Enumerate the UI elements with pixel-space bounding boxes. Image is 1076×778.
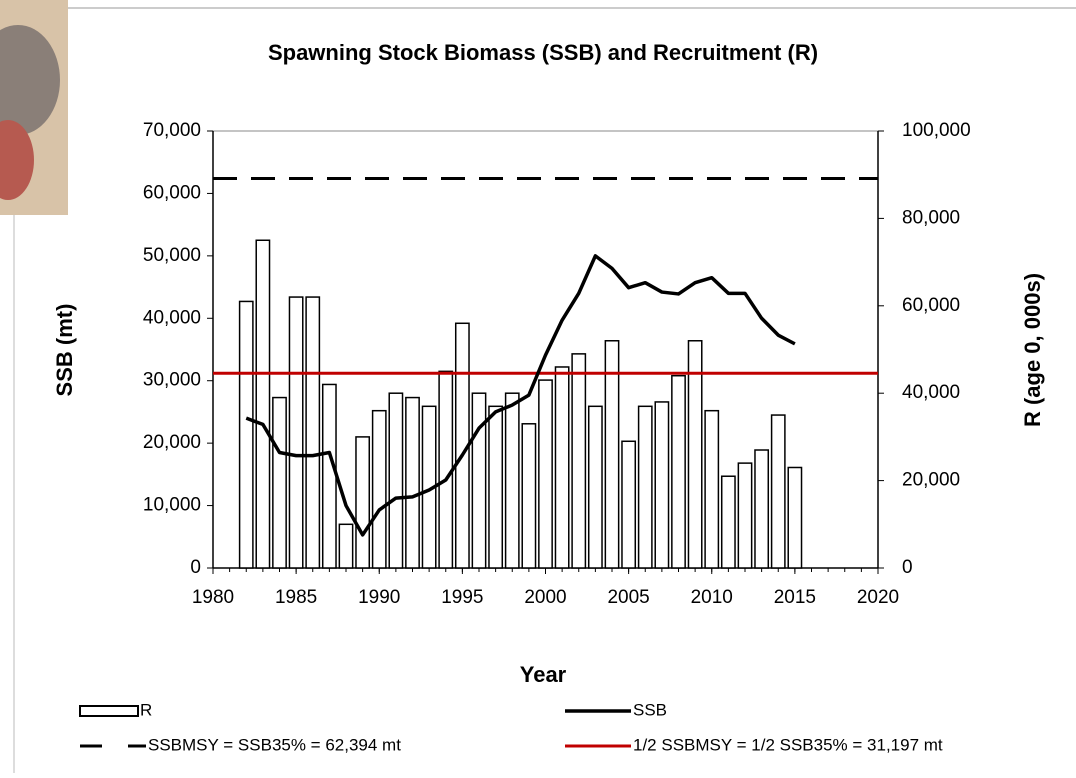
legend-label: 1/2 SSBMSY = 1/2 SSB35% = 31,197 mt <box>633 735 943 754</box>
bar <box>589 406 602 568</box>
bar <box>306 297 319 568</box>
bar <box>472 393 485 568</box>
bar <box>555 367 568 568</box>
y2-tick-label: 0 <box>902 557 913 578</box>
legend-label: SSB <box>633 700 667 719</box>
y2-tick-label: 20,000 <box>902 470 960 491</box>
bar <box>705 411 718 568</box>
bar <box>522 424 535 568</box>
bar <box>240 301 253 568</box>
bar <box>256 240 269 568</box>
chart: Spawning Stock Biomass (SSB) and Recruit… <box>0 0 1076 773</box>
y-tick-label: 40,000 <box>143 307 201 328</box>
x-tick-label: 2015 <box>774 587 816 608</box>
y2-axis-title: R (age 0, 000s) <box>1020 273 1045 427</box>
x-tick-label: 2020 <box>857 587 899 608</box>
bar <box>722 476 735 568</box>
x-tick-label: 1985 <box>275 587 317 608</box>
bar <box>672 376 685 568</box>
bar <box>738 463 751 568</box>
y-tick-label: 20,000 <box>143 432 201 453</box>
y-axis-title: SSB (mt) <box>52 304 77 397</box>
bar <box>655 402 668 568</box>
bar <box>788 467 801 568</box>
x-tick-label: 2010 <box>691 587 733 608</box>
bar <box>572 354 585 568</box>
y-tick-label: 50,000 <box>143 245 201 266</box>
bar <box>439 371 452 568</box>
bar <box>273 398 286 568</box>
y2-tick-label: 80,000 <box>902 207 960 228</box>
page: {"chart_data": {"type": "bar-line", "tit… <box>0 0 1076 773</box>
y-tick-label: 30,000 <box>143 370 201 391</box>
bar <box>506 393 519 568</box>
bar <box>389 393 402 568</box>
x-tick-label: 1995 <box>441 587 483 608</box>
bar <box>406 398 419 568</box>
bar <box>339 524 352 568</box>
bar <box>373 411 386 568</box>
y-tick-label: 60,000 <box>143 182 201 203</box>
bar <box>356 437 369 568</box>
y2-tick-label: 100,000 <box>902 120 971 141</box>
bar <box>539 380 552 568</box>
bar <box>605 341 618 568</box>
legend-label: R <box>140 700 152 719</box>
y2-tick-label: 40,000 <box>902 382 960 403</box>
bar <box>323 384 336 568</box>
y2-tick-label: 60,000 <box>902 295 960 316</box>
y-tick-label: 10,000 <box>143 495 201 516</box>
bar <box>622 441 635 568</box>
bar <box>772 415 785 568</box>
bar <box>489 406 502 568</box>
x-tick-label: 2005 <box>607 587 649 608</box>
legend-swatch <box>80 706 138 716</box>
x-tick-label: 2000 <box>524 587 566 608</box>
bar <box>639 406 652 568</box>
y-tick-label: 70,000 <box>143 120 201 141</box>
x-tick-label: 1980 <box>192 587 234 608</box>
bar <box>755 450 768 568</box>
x-tick-label: 1990 <box>358 587 400 608</box>
bar <box>688 341 701 568</box>
legend-label: SSBMSY = SSB35% = 62,394 mt <box>148 735 401 754</box>
y-tick-label: 0 <box>190 557 201 578</box>
chart-title: Spawning Stock Biomass (SSB) and Recruit… <box>268 40 818 65</box>
bar <box>289 297 302 568</box>
x-axis-title: Year <box>520 662 567 687</box>
